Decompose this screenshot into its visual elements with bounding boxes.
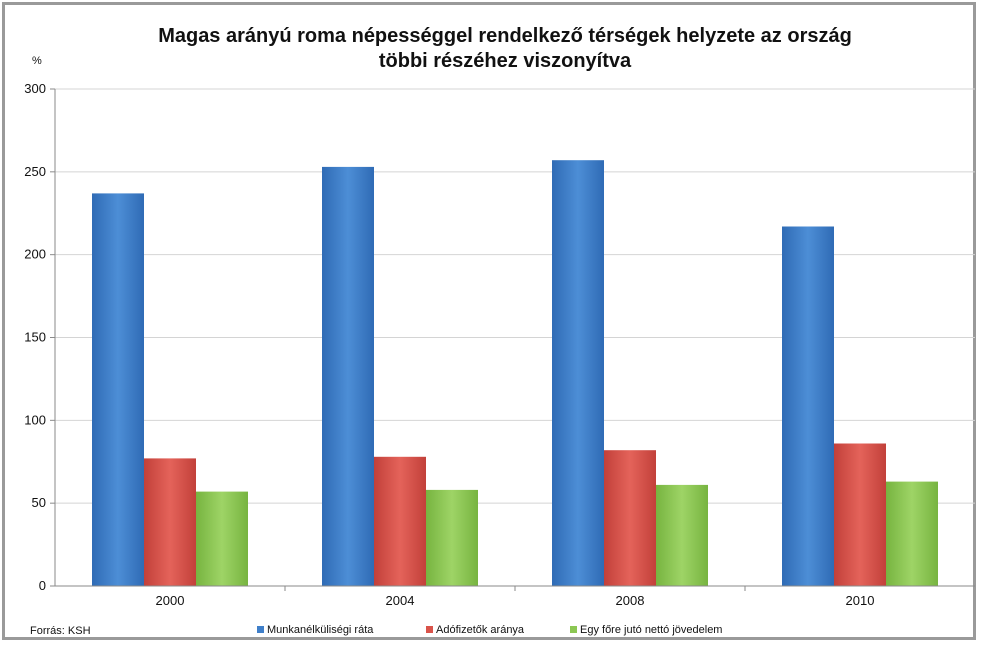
gridlines	[55, 88, 975, 504]
legend-swatch-series-3	[570, 626, 577, 633]
y-axis-unit-label: %	[32, 55, 42, 67]
bar-2010-series-2	[834, 443, 886, 586]
legend-label-series-1: Munkanélküliségi ráta	[267, 624, 374, 636]
chart-title-line-2: többi részéhez viszonyítva	[378, 50, 632, 72]
y-tick-label: 300	[24, 81, 46, 96]
legend-swatch-series-2	[426, 626, 433, 633]
bar-2004-series-2	[374, 456, 426, 586]
axes: 0 50 100 150 200 250 300 2000 2004 2008 2010	[24, 81, 975, 608]
y-tick-label: 250	[24, 164, 46, 179]
y-tick-label: 150	[24, 330, 46, 345]
bar-2008-series-1	[552, 160, 604, 586]
x-tick-label: 2004	[386, 593, 415, 608]
legend-label-series-2: Adófizetők aránya	[436, 624, 525, 636]
chart-title: Magas arányú roma népességgel rendelkező…	[60, 24, 950, 74]
legend-label-series-3: Egy főre jutó nettó jövedelem	[580, 624, 722, 636]
chart-title-line-1: Magas arányú roma népességgel rendelkező…	[158, 25, 852, 47]
y-tick-label: 50	[32, 495, 46, 510]
bar-2008-series-2	[604, 450, 656, 586]
bar-2000-series-2	[144, 458, 196, 586]
bar-2010-series-3	[886, 481, 938, 586]
bars	[92, 160, 938, 586]
bar-2008-series-3	[656, 484, 708, 586]
y-tick-label: 0	[39, 578, 46, 593]
legend: Munkanélküliségi ráta Adófizetők aránya Eg…	[257, 624, 722, 636]
bar-2004-series-1	[322, 166, 374, 586]
y-tick-label: 100	[24, 412, 46, 427]
bar-2000-series-1	[92, 193, 144, 586]
x-tick-label: 2000	[156, 593, 185, 608]
y-tick-label: 200	[24, 247, 46, 262]
bar-2004-series-3	[426, 489, 478, 586]
x-tick-label: 2008	[616, 593, 645, 608]
legend-swatch-series-1	[257, 626, 264, 633]
bar-2010-series-1	[782, 226, 834, 586]
x-tick-label: 2010	[846, 593, 875, 608]
bar-2000-series-3	[196, 491, 248, 586]
source-note: Forrás: KSH	[30, 625, 91, 637]
